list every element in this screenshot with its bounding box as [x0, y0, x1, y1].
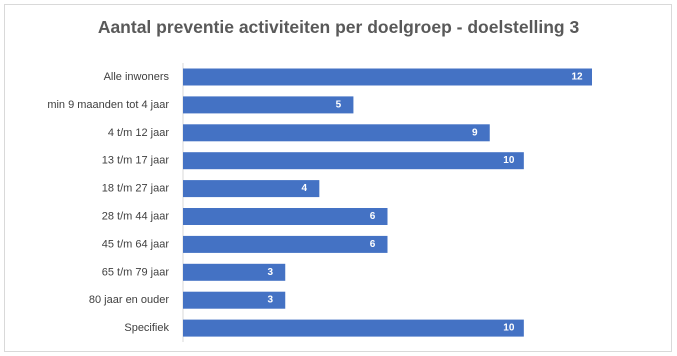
category-label: min 9 maanden tot 4 jaar — [47, 99, 169, 111]
chart-title: Aantal preventie activiteiten per doelgr… — [97, 17, 580, 37]
bar-value-label: 10 — [503, 155, 515, 166]
bar — [183, 68, 592, 86]
bar-value-label: 10 — [503, 323, 515, 334]
bar-value-label: 6 — [370, 211, 376, 222]
bar — [183, 152, 524, 170]
bar — [183, 208, 388, 225]
bar-value-label: 6 — [370, 239, 376, 250]
bar-value-label: 4 — [302, 183, 308, 194]
bar — [183, 291, 286, 309]
category-label: 65 t/m 79 jaar — [102, 266, 170, 278]
bar — [183, 180, 320, 198]
bar-value-label: 5 — [336, 99, 342, 110]
category-label: 18 t/m 27 jaar — [102, 183, 170, 195]
chart-area — [4, 4, 672, 352]
category-label: 13 t/m 17 jaar — [102, 155, 170, 167]
category-label: 45 t/m 64 jaar — [102, 238, 170, 250]
bar-value-label: 12 — [571, 72, 583, 83]
bar — [183, 96, 354, 114]
bar-value-label: 9 — [472, 127, 478, 138]
bar — [183, 235, 388, 253]
bar-value-label: 3 — [267, 267, 273, 278]
category-label: 80 jaar en ouder — [89, 294, 169, 306]
bar — [183, 319, 524, 337]
category-label: Alle inwoners — [104, 71, 170, 83]
category-label: 4 t/m 12 jaar — [108, 127, 169, 139]
bar — [183, 124, 490, 142]
bar-value-label: 3 — [267, 295, 273, 306]
category-label: 28 t/m 44 jaar — [102, 211, 170, 223]
category-label: Specifiek — [124, 322, 169, 334]
bar — [183, 263, 286, 281]
